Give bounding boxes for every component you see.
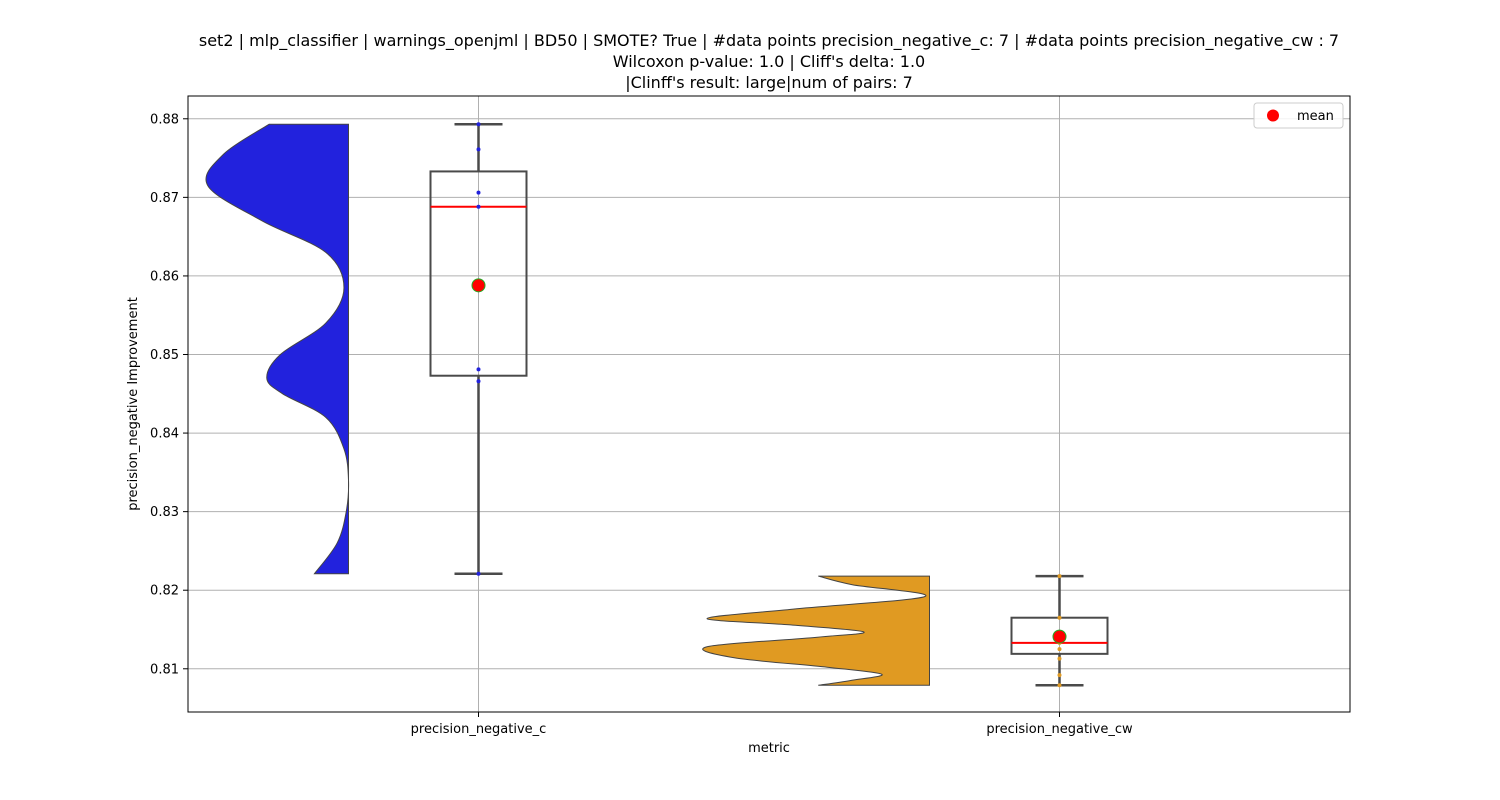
title-line-2: Wilcoxon p-value: 1.0 | Cliff's delta: 1…: [613, 52, 925, 71]
y-tick-label: 0.87: [150, 191, 179, 206]
plot-frame: [187, 95, 1351, 713]
violin-precision_negative_c: [205, 123, 350, 575]
y-tick-label: 0.83: [150, 505, 179, 520]
data-point: [476, 571, 481, 576]
legend: mean: [1253, 102, 1344, 129]
x-tick-label: precision_negative_c: [411, 722, 547, 737]
violin-precision_negative_cw: [702, 575, 930, 686]
data-point: [1057, 683, 1062, 688]
data-point: [1057, 647, 1062, 652]
legend-mean-label: mean: [1297, 109, 1334, 124]
y-tick-label: 0.84: [150, 427, 179, 442]
title-line-1: set2 | mlp_classifier | warnings_openjml…: [199, 31, 1339, 51]
y-tick-label: 0.85: [150, 348, 179, 363]
data-point: [1057, 656, 1062, 661]
data-point: [1057, 673, 1062, 678]
data-point: [476, 147, 481, 152]
x-axis-ticks: precision_negative_c precision_negative_c…: [411, 712, 1133, 737]
legend-box: [1253, 102, 1344, 129]
mean-marker-precision_negative_c: [471, 278, 486, 293]
y-axis-ticks: 0.81 0.82 0.83 0.84 0.85 0.86 0.87 0.88: [150, 112, 188, 677]
y-tick-label: 0.88: [150, 112, 179, 127]
data-point: [1057, 574, 1062, 579]
title-line-3: |Clinff's result: large|num of pairs: 7: [625, 73, 913, 92]
data-point: [476, 367, 481, 372]
legend-mean-marker: [1267, 109, 1279, 122]
y-tick-label: 0.81: [150, 662, 179, 677]
y-axis-label: precision_negative Improvement: [126, 297, 141, 511]
data-point: [476, 379, 481, 384]
means: [471, 278, 1067, 644]
y-tick-label: 0.82: [150, 584, 179, 599]
violins: [205, 123, 930, 686]
data-point: [1057, 615, 1062, 620]
x-axis-label: metric: [748, 741, 790, 756]
data-point: [476, 204, 481, 209]
mean-marker-precision_negative_cw: [1052, 629, 1067, 644]
box-precision_negative_c: [429, 170, 528, 377]
data-point: [476, 190, 481, 195]
y-tick-label: 0.86: [150, 269, 179, 284]
x-tick-label: precision_negative_cw: [986, 722, 1133, 737]
data-point: [476, 122, 481, 127]
